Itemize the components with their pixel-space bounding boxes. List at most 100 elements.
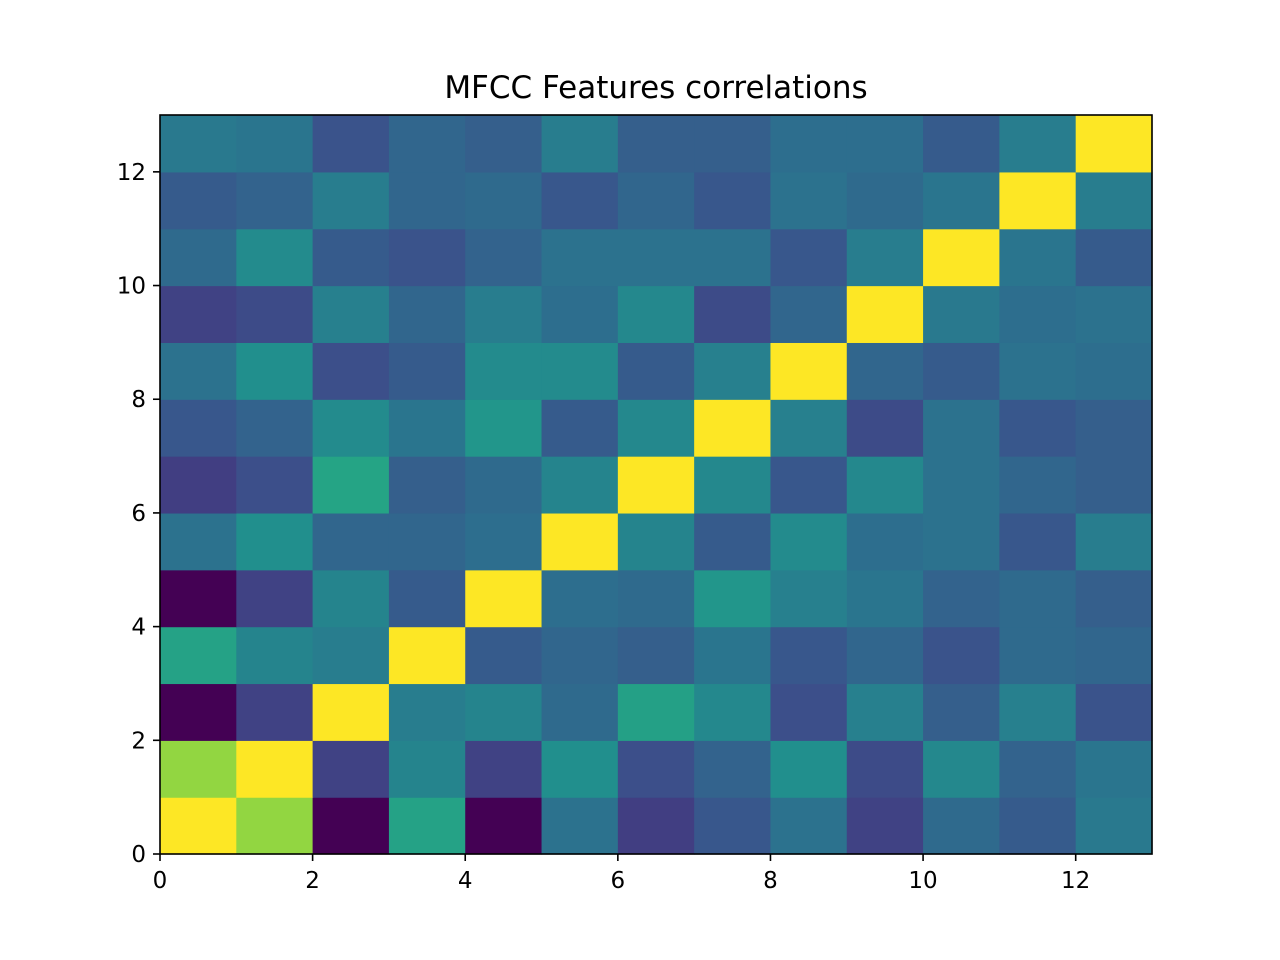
heatmap-cell — [541, 797, 619, 855]
heatmap-cell — [465, 115, 543, 173]
heatmap-cell — [236, 683, 314, 741]
x-tick-label: 10 — [908, 868, 937, 894]
x-tick-label: 2 — [305, 868, 320, 894]
heatmap-cell — [465, 342, 543, 400]
heatmap-cell — [770, 115, 848, 173]
x-tick-label: 6 — [611, 868, 626, 894]
heatmap-cell — [617, 399, 695, 457]
heatmap-cell — [1075, 512, 1153, 571]
heatmap-cell — [923, 797, 1000, 855]
y-tick-label: 4 — [131, 615, 146, 641]
heatmap-cell — [160, 285, 237, 343]
heatmap-cell — [388, 115, 466, 173]
heatmap-cell — [999, 285, 1077, 343]
heatmap-cell — [312, 342, 390, 400]
heatmap-cell — [617, 171, 695, 230]
heatmap-cell — [846, 285, 924, 343]
heatmap-cell — [617, 285, 695, 343]
heatmap-cell — [617, 512, 695, 571]
heatmap-cell — [770, 512, 848, 571]
heatmap-cell — [388, 683, 466, 741]
heatmap-cell — [846, 740, 924, 798]
heatmap-cell — [312, 171, 390, 230]
heatmap-cell — [694, 456, 772, 514]
heatmap-cell — [770, 228, 848, 287]
heatmap-cell — [388, 569, 466, 628]
heatmap-cell — [465, 797, 543, 855]
heatmap-cell — [999, 228, 1077, 287]
heatmap-cell — [846, 456, 924, 514]
heatmap-cell — [770, 456, 848, 514]
heatmap-cell — [160, 115, 237, 173]
heatmap-cell — [1075, 569, 1153, 628]
heatmap-cell — [236, 285, 314, 343]
heatmap-cell — [694, 228, 772, 287]
heatmap-cell — [541, 171, 619, 230]
heatmap-cell — [770, 740, 848, 798]
heatmap-cell — [1075, 456, 1153, 514]
heatmap-cell — [465, 626, 543, 685]
heatmap-cell — [312, 740, 390, 798]
heatmap-cell — [236, 740, 314, 798]
heatmap-cell — [465, 456, 543, 514]
heatmap-cell — [236, 569, 314, 628]
heatmap-cell — [388, 171, 466, 230]
heatmap-cell — [846, 115, 924, 173]
heatmap-cell — [999, 512, 1077, 571]
heatmap-cell — [312, 797, 390, 855]
heatmap-cell — [312, 569, 390, 628]
heatmap-cell — [770, 285, 848, 343]
heatmap-cell — [694, 342, 772, 400]
heatmap-cell — [846, 797, 924, 855]
heatmap-cell — [465, 569, 543, 628]
heatmap-cell — [999, 569, 1077, 628]
heatmap-cell — [465, 512, 543, 571]
heatmap-cell — [923, 399, 1000, 457]
heatmap-cell — [160, 171, 237, 230]
heatmap-cell — [465, 171, 543, 230]
heatmap-cell — [1075, 285, 1153, 343]
heatmap-cell — [160, 342, 237, 400]
heatmap-cell — [312, 228, 390, 287]
y-tick-label: 6 — [131, 501, 146, 527]
heatmap-cell — [694, 683, 772, 741]
heatmap-cell — [923, 285, 1000, 343]
heatmap-cell — [465, 285, 543, 343]
heatmap-cell — [541, 285, 619, 343]
heatmap-cell — [465, 683, 543, 741]
heatmap-cell — [617, 626, 695, 685]
heatmap-cell — [388, 228, 466, 287]
x-tick-label: 4 — [458, 868, 473, 894]
heatmap-cell — [846, 399, 924, 457]
chart-title: MFCC Features correlations — [444, 70, 867, 106]
heatmap-cell — [160, 569, 237, 628]
heatmap-cell — [999, 683, 1077, 741]
heatmap-cell — [541, 512, 619, 571]
y-tick-label: 12 — [117, 160, 146, 186]
heatmap-cell — [388, 456, 466, 514]
heatmap-cell — [541, 740, 619, 798]
x-tick-label: 0 — [153, 868, 168, 894]
heatmap-cell — [312, 115, 390, 173]
heatmap-cell — [694, 512, 772, 571]
heatmap-cell — [923, 456, 1000, 514]
heatmap-cell — [846, 171, 924, 230]
heatmap-cell — [999, 171, 1077, 230]
heatmap-cell — [617, 683, 695, 741]
heatmap-cell — [923, 342, 1000, 400]
heatmap-cell — [465, 740, 543, 798]
heatmap-cell — [541, 228, 619, 287]
heatmap-cell — [923, 569, 1000, 628]
heatmap-cell — [236, 115, 314, 173]
heatmap-cell — [312, 626, 390, 685]
heatmap-cell — [388, 740, 466, 798]
heatmap-cell — [999, 797, 1077, 855]
plot-frame — [159, 114, 1153, 855]
heatmap-cell — [617, 569, 695, 628]
heatmap-cell — [1075, 399, 1153, 457]
heatmap-cell — [236, 399, 314, 457]
heatmap-cell — [236, 171, 314, 230]
heatmap-cell — [1075, 626, 1153, 685]
heatmap-cell — [1075, 797, 1153, 855]
